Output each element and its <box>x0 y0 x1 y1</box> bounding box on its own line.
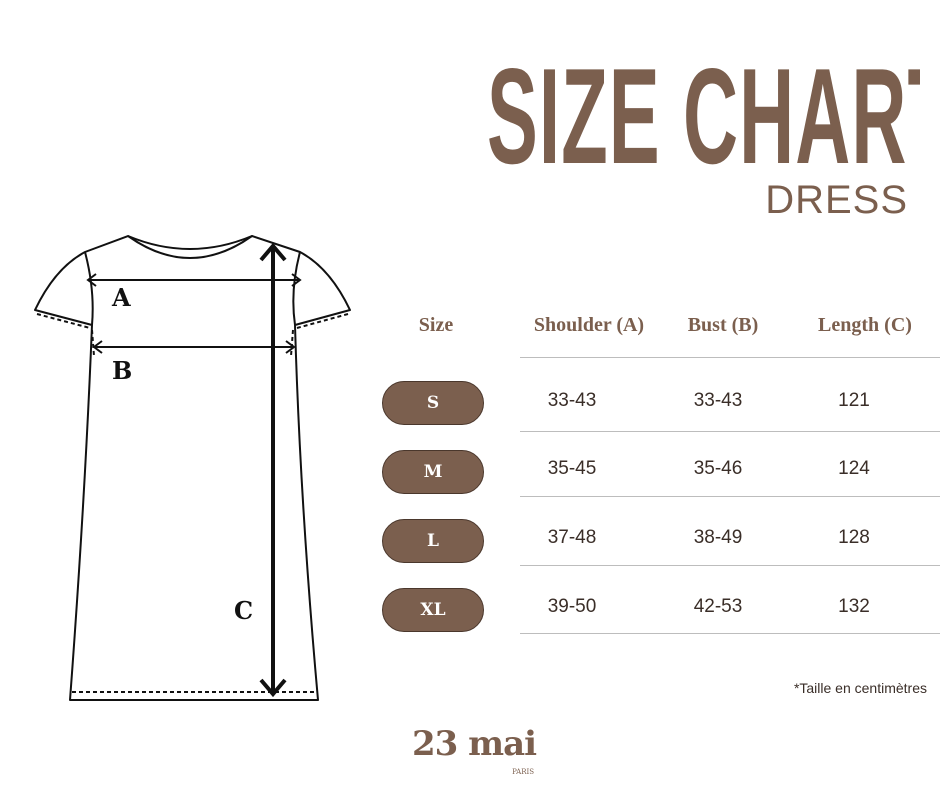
shoulder-value: 37-48 <box>547 527 597 548</box>
unit-note: *Taille en centimètres <box>793 680 927 696</box>
page-title: SIZE CHART <box>487 62 920 170</box>
arrow-a <box>86 273 302 287</box>
label-b: B <box>112 356 133 385</box>
divider <box>520 357 940 358</box>
bust-value: 33-43 <box>693 390 743 411</box>
length-value: 124 <box>838 458 870 479</box>
column-header-bust: Bust (B) <box>687 314 759 336</box>
divider <box>520 633 940 634</box>
column-header-length: Length (C) <box>818 314 912 336</box>
arrow-c <box>259 242 287 698</box>
size-badge: S <box>382 381 484 425</box>
shoulder-value: 39-50 <box>547 596 597 617</box>
size-badge: M <box>382 450 484 494</box>
dress-diagram <box>34 235 351 701</box>
column-header-size: Size <box>418 314 454 336</box>
sleeve-seam-right <box>292 251 301 326</box>
shoulder-value: 35-45 <box>547 458 597 479</box>
bust-value: 35-46 <box>693 458 743 479</box>
brand-logo: 23 mai PARIS <box>412 724 537 776</box>
neckline <box>127 235 253 259</box>
logo-city: PARIS <box>512 768 535 776</box>
length-value: 121 <box>838 390 870 411</box>
label-c: C <box>234 596 254 625</box>
stitching <box>36 313 349 693</box>
bust-value: 42-53 <box>693 596 743 617</box>
size-badge: L <box>382 519 484 563</box>
sleeve-seam-left <box>84 251 94 326</box>
shoulder-value: 33-43 <box>547 390 597 411</box>
dress-outline <box>34 235 351 701</box>
length-value: 132 <box>838 596 870 617</box>
label-a: A <box>112 283 131 312</box>
column-header-shoulder: Shoulder (A) <box>533 314 645 336</box>
divider <box>520 431 940 432</box>
size-badge: XL <box>382 588 484 632</box>
arrow-b <box>92 340 296 354</box>
page-subtitle: DRESS <box>765 178 908 222</box>
divider <box>520 565 940 566</box>
bust-value: 38-49 <box>693 527 743 548</box>
divider <box>520 496 940 497</box>
length-value: 128 <box>838 527 870 548</box>
